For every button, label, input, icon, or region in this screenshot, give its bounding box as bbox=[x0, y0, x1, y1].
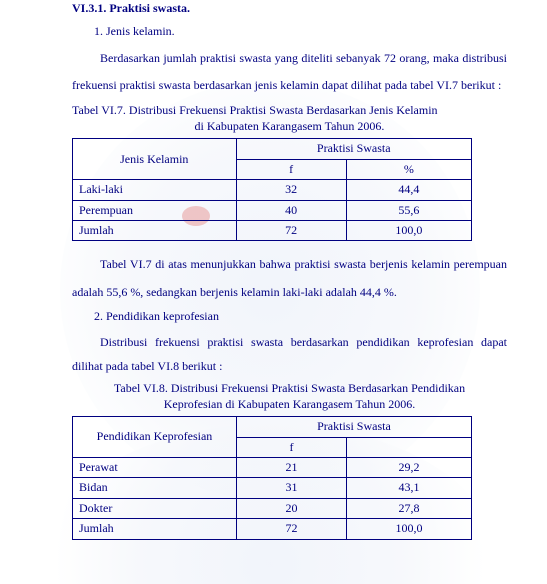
t1-total-pct: 100,0 bbox=[346, 220, 471, 240]
table-2-caption-line1: Tabel VI.8. Distribusi Frekuensi Praktis… bbox=[114, 381, 465, 395]
table-row: Perawat 21 29,2 bbox=[73, 458, 472, 478]
t1-group-header: Praktisi Swasta bbox=[236, 139, 471, 159]
table-2-caption-line2: Keprofesian di Kabupaten Karangasem Tahu… bbox=[72, 396, 507, 412]
t1-total-f: 72 bbox=[236, 220, 346, 240]
page-content: VI.3.1. Praktisi swasta. 1. Jenis kelami… bbox=[0, 0, 547, 540]
t1-r2-pct: 55,6 bbox=[346, 200, 471, 220]
t2-r3-pct: 27,8 bbox=[346, 498, 471, 518]
table-row: Dokter 20 27,8 bbox=[73, 498, 472, 518]
t2-r1-f: 21 bbox=[236, 458, 346, 478]
paragraph-2: Tabel VI.7 di atas menunjukkan bahwa pra… bbox=[72, 251, 507, 306]
t2-total-label: Jumlah bbox=[73, 519, 237, 539]
paragraph-1-text: Berdasarkan jumlah praktisi swasta yang … bbox=[72, 51, 507, 93]
table-row-total: Jumlah 72 100,0 bbox=[73, 220, 472, 240]
t2-r2-pct: 43,1 bbox=[346, 478, 471, 498]
t2-r1-label: Perawat bbox=[73, 458, 237, 478]
t1-col-f: f bbox=[236, 159, 346, 179]
table-1-caption-line2: di Kabupaten Karangasem Tahun 2006. bbox=[72, 118, 507, 134]
item-1-heading: 1. Jenis kelamin. bbox=[94, 23, 507, 40]
item-2-heading: 2. Pendidikan keprofesian bbox=[94, 308, 507, 325]
paragraph-3-text: Distribusi frekuensi praktisi swasta ber… bbox=[72, 335, 507, 373]
table-row: Perempuan 40 55,6 bbox=[73, 200, 472, 220]
t2-group-header: Praktisi Swasta bbox=[236, 417, 471, 437]
table-1: Jenis Kelamin Praktisi Swasta f % Laki-l… bbox=[72, 138, 472, 241]
t1-r1-pct: 44,4 bbox=[346, 180, 471, 200]
table-1-caption: Tabel VI.7. Distribusi Frekuensi Praktis… bbox=[72, 102, 507, 134]
t1-r1-f: 32 bbox=[236, 180, 346, 200]
t1-col-pct: % bbox=[346, 159, 471, 179]
t1-total-label: Jumlah bbox=[73, 220, 237, 240]
table-2: Pendidikan Keprofesian Praktisi Swasta f… bbox=[72, 416, 472, 539]
t2-r3-f: 20 bbox=[236, 498, 346, 518]
t2-col-f: f bbox=[236, 437, 346, 457]
t1-r1-label: Laki-laki bbox=[73, 180, 237, 200]
t2-r2-f: 31 bbox=[236, 478, 346, 498]
t1-r2-label: Perempuan bbox=[73, 200, 237, 220]
table-2-caption: Tabel VI.8. Distribusi Frekuensi Praktis… bbox=[72, 380, 507, 412]
t2-r3-label: Dokter bbox=[73, 498, 237, 518]
t2-total-f: 72 bbox=[236, 519, 346, 539]
t2-r2-label: Bidan bbox=[73, 478, 237, 498]
paragraph-1: Berdasarkan jumlah praktisi swasta yang … bbox=[72, 45, 507, 100]
section-heading: VI.3.1. Praktisi swasta. bbox=[72, 0, 507, 17]
t2-col-pct bbox=[346, 437, 471, 457]
paragraph-2-text: Tabel VI.7 di atas menunjukkan bahwa pra… bbox=[72, 257, 507, 299]
table-1-caption-line1: Tabel VI.7. Distribusi Frekuensi Praktis… bbox=[72, 103, 438, 117]
t2-row-header: Pendidikan Keprofesian bbox=[73, 417, 237, 458]
t2-total-pct: 100,0 bbox=[346, 519, 471, 539]
table-row: Laki-laki 32 44,4 bbox=[73, 180, 472, 200]
t2-r1-pct: 29,2 bbox=[346, 458, 471, 478]
t1-r2-f: 40 bbox=[236, 200, 346, 220]
paragraph-3: Distribusi frekuensi praktisi swasta ber… bbox=[72, 330, 507, 378]
table-row: Bidan 31 43,1 bbox=[73, 478, 472, 498]
t1-row-header: Jenis Kelamin bbox=[73, 139, 237, 180]
table-row-total: Jumlah 72 100,0 bbox=[73, 519, 472, 539]
